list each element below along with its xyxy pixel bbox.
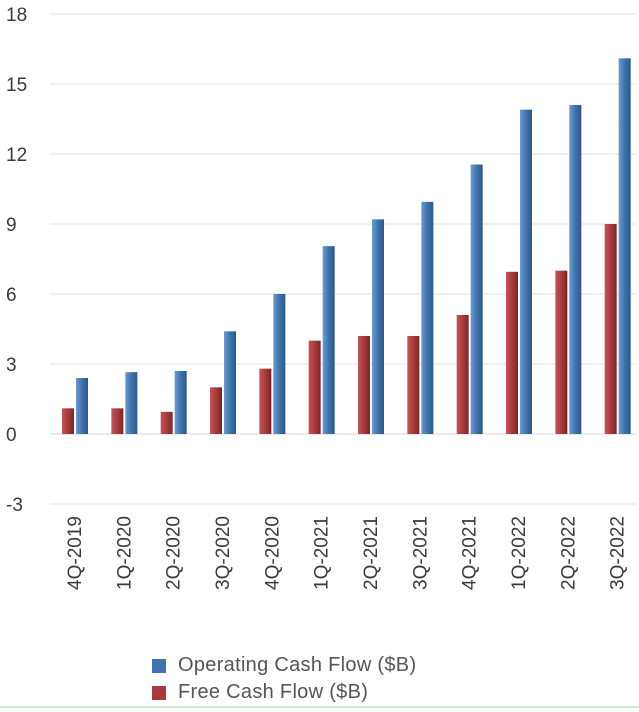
legend-label-free: Free Cash Flow ($B) [178, 681, 369, 703]
free-cash-flow-bar [604, 224, 617, 434]
free-cash-flow-bar [62, 408, 74, 434]
operating-cash-flow-bar [322, 246, 335, 434]
operating-cash-flow-bar [520, 109, 532, 435]
y-tick-label: -3 [6, 495, 23, 516]
free-cash-flow-bar [210, 387, 222, 434]
x-tick-label: 1Q-2020 [114, 516, 135, 590]
operating-cash-flow-bar [569, 105, 582, 434]
operating-cash-flow-bar [273, 294, 286, 434]
free-cash-flow-bar [456, 315, 469, 434]
free-cash-flow-bar [111, 408, 124, 434]
y-tick-label: 3 [6, 355, 17, 376]
operating-cash-flow-bar [224, 331, 236, 434]
x-tick-label: 1Q-2021 [312, 516, 333, 590]
x-axis-ticks: 4Q-2019 1Q-2020 2Q-2020 3Q-2020 4Q-2020 1Q-20… [65, 516, 629, 590]
operating-cash-flow-bar [76, 378, 88, 434]
free-cash-flow-bar [308, 340, 321, 434]
y-axis-ticks: 18 15 12 9 6 3 0 -3 [6, 5, 27, 516]
legend-label-operating: Operating Cash Flow ($B) [178, 654, 417, 676]
free-cash-flow-bar [259, 368, 272, 434]
y-tick-label: 6 [6, 285, 17, 306]
legend-item-operating: Operating Cash Flow ($B) [152, 652, 416, 679]
operating-cash-flow-bar [470, 164, 483, 434]
legend: Operating Cash Flow ($B) Free Cash Flow … [152, 652, 416, 706]
gridlines [50, 13, 636, 505]
y-tick-label: 15 [6, 75, 27, 96]
x-tick-label: 2Q-2022 [558, 516, 579, 590]
operating-cash-flow-bar [125, 372, 138, 434]
free-cash-flow-bar [506, 271, 518, 434]
x-tick-label: 3Q-2021 [410, 516, 431, 590]
x-tick-label: 2Q-2021 [361, 516, 382, 590]
y-tick-label: 0 [6, 425, 17, 446]
free-cash-flow-bar [407, 336, 420, 434]
x-tick-label: 4Q-2021 [460, 516, 481, 590]
operating-cash-flow-bar [372, 219, 384, 434]
y-tick-label: 12 [6, 145, 27, 166]
y-tick-label: 18 [6, 5, 27, 26]
x-tick-label: 3Q-2022 [608, 516, 629, 590]
x-tick-label: 1Q-2022 [509, 516, 530, 590]
free-cash-flow-bar [555, 270, 568, 434]
operating-cash-flow-bar [618, 58, 631, 434]
legend-item-free: Free Cash Flow ($B) [152, 679, 416, 706]
free-cash-flow-bar [160, 411, 173, 434]
x-tick-label: 4Q-2020 [262, 516, 283, 590]
bars [62, 58, 631, 435]
operating-cash-flow-bar [421, 201, 434, 434]
y-tick-label: 9 [6, 215, 17, 236]
x-tick-label: 2Q-2020 [164, 516, 185, 590]
operating-cash-flow-bar [174, 371, 187, 434]
x-tick-label: 4Q-2019 [65, 516, 86, 590]
free-cash-flow-bar [358, 336, 370, 434]
x-tick-label: 3Q-2020 [213, 516, 234, 590]
legend-swatch-operating [152, 658, 166, 673]
legend-swatch-free [152, 685, 166, 700]
bottom-divider [0, 706, 639, 708]
